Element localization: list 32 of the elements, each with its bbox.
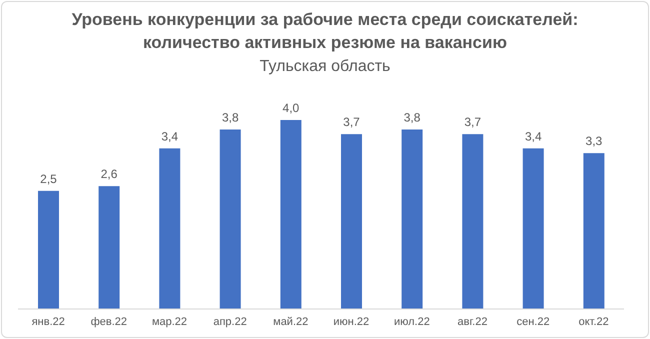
- data-label: 3,7: [464, 115, 482, 130]
- bar: [220, 129, 241, 309]
- x-tick-label: фев.22: [90, 316, 128, 328]
- x-tick-label: авг.22: [458, 316, 488, 328]
- bar: [583, 153, 604, 309]
- chart-subtitle: Тульская область: [258, 58, 392, 76]
- bar: [402, 129, 423, 309]
- x-tick-label: мар.22: [152, 316, 188, 328]
- bar: [38, 190, 59, 309]
- bar: [522, 148, 544, 309]
- data-label: 3,7: [343, 115, 360, 130]
- data-label: 3,3: [586, 134, 603, 148]
- data-label: 3,8: [404, 110, 421, 124]
- bar: [98, 186, 120, 309]
- bar: [341, 134, 362, 309]
- bar: [462, 134, 484, 309]
- x-tick-label: сен.22: [516, 316, 550, 328]
- bar: [280, 120, 302, 309]
- data-label: 2,6: [100, 167, 118, 182]
- bar: [159, 148, 180, 309]
- chart-title: Уровень конкуренции за рабочие места среди соискателей: количество активных резюме на вакансию: [70, 9, 580, 54]
- data-label: 2,5: [40, 172, 58, 186]
- data-label: 3,4: [161, 129, 178, 144]
- data-label: 4,0: [282, 101, 300, 115]
- x-tick-label: окт.22: [578, 316, 609, 328]
- x-tick-label: май.22: [273, 316, 308, 328]
- x-tick-label: июл.22: [394, 316, 430, 328]
- x-tick-label: июн.22: [333, 316, 370, 328]
- data-label: 3,4: [524, 129, 542, 144]
- x-tick-label: янв.22: [32, 316, 65, 328]
- x-tick-label: апр.22: [213, 316, 247, 328]
- data-label: 3,8: [222, 110, 239, 124]
